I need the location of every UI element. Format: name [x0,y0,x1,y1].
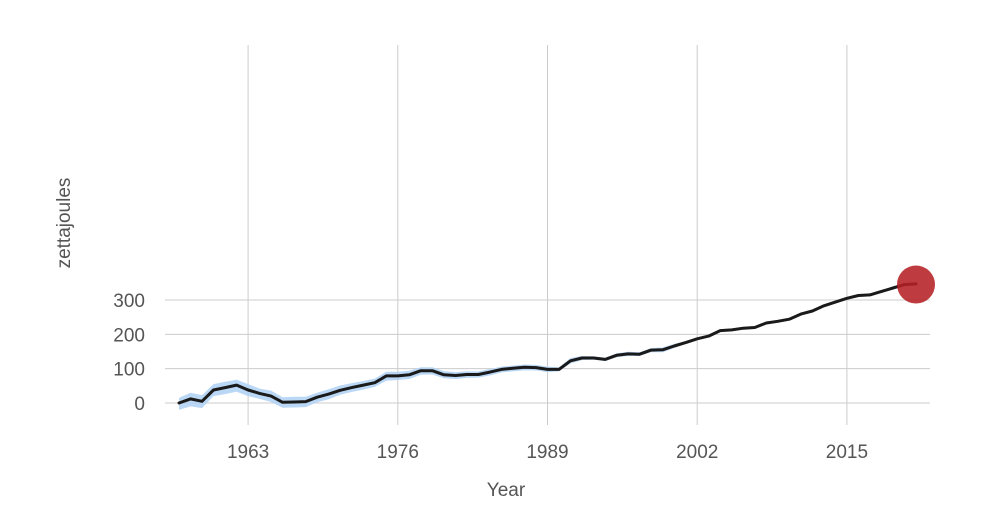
uncertainty-band [179,282,916,410]
tick-labels: 1963 1976 1989 2002 2015 0 100 200 300 [113,291,868,463]
x-tick-label-1963: 1963 [227,442,269,463]
highlight-point-group [897,265,935,304]
series-line-group [177,282,918,405]
latest-value-marker [897,265,935,304]
x-tick-label-1989: 1989 [526,442,568,463]
x-tick-label-1976: 1976 [377,442,419,463]
y-tick-label-300: 300 [113,291,145,312]
y-tick-label-0: 0 [134,394,145,415]
y-tick-label-200: 200 [113,325,145,346]
y-axis-title: zettajoules [54,178,75,269]
x-tick-label-2015: 2015 [826,442,868,463]
series-line-0 [177,282,918,405]
uncertainty-band-group [179,282,916,410]
x-axis-title: Year [487,480,526,501]
y-tick-label-100: 100 [113,360,145,381]
x-tick-label-2002: 2002 [676,442,718,463]
